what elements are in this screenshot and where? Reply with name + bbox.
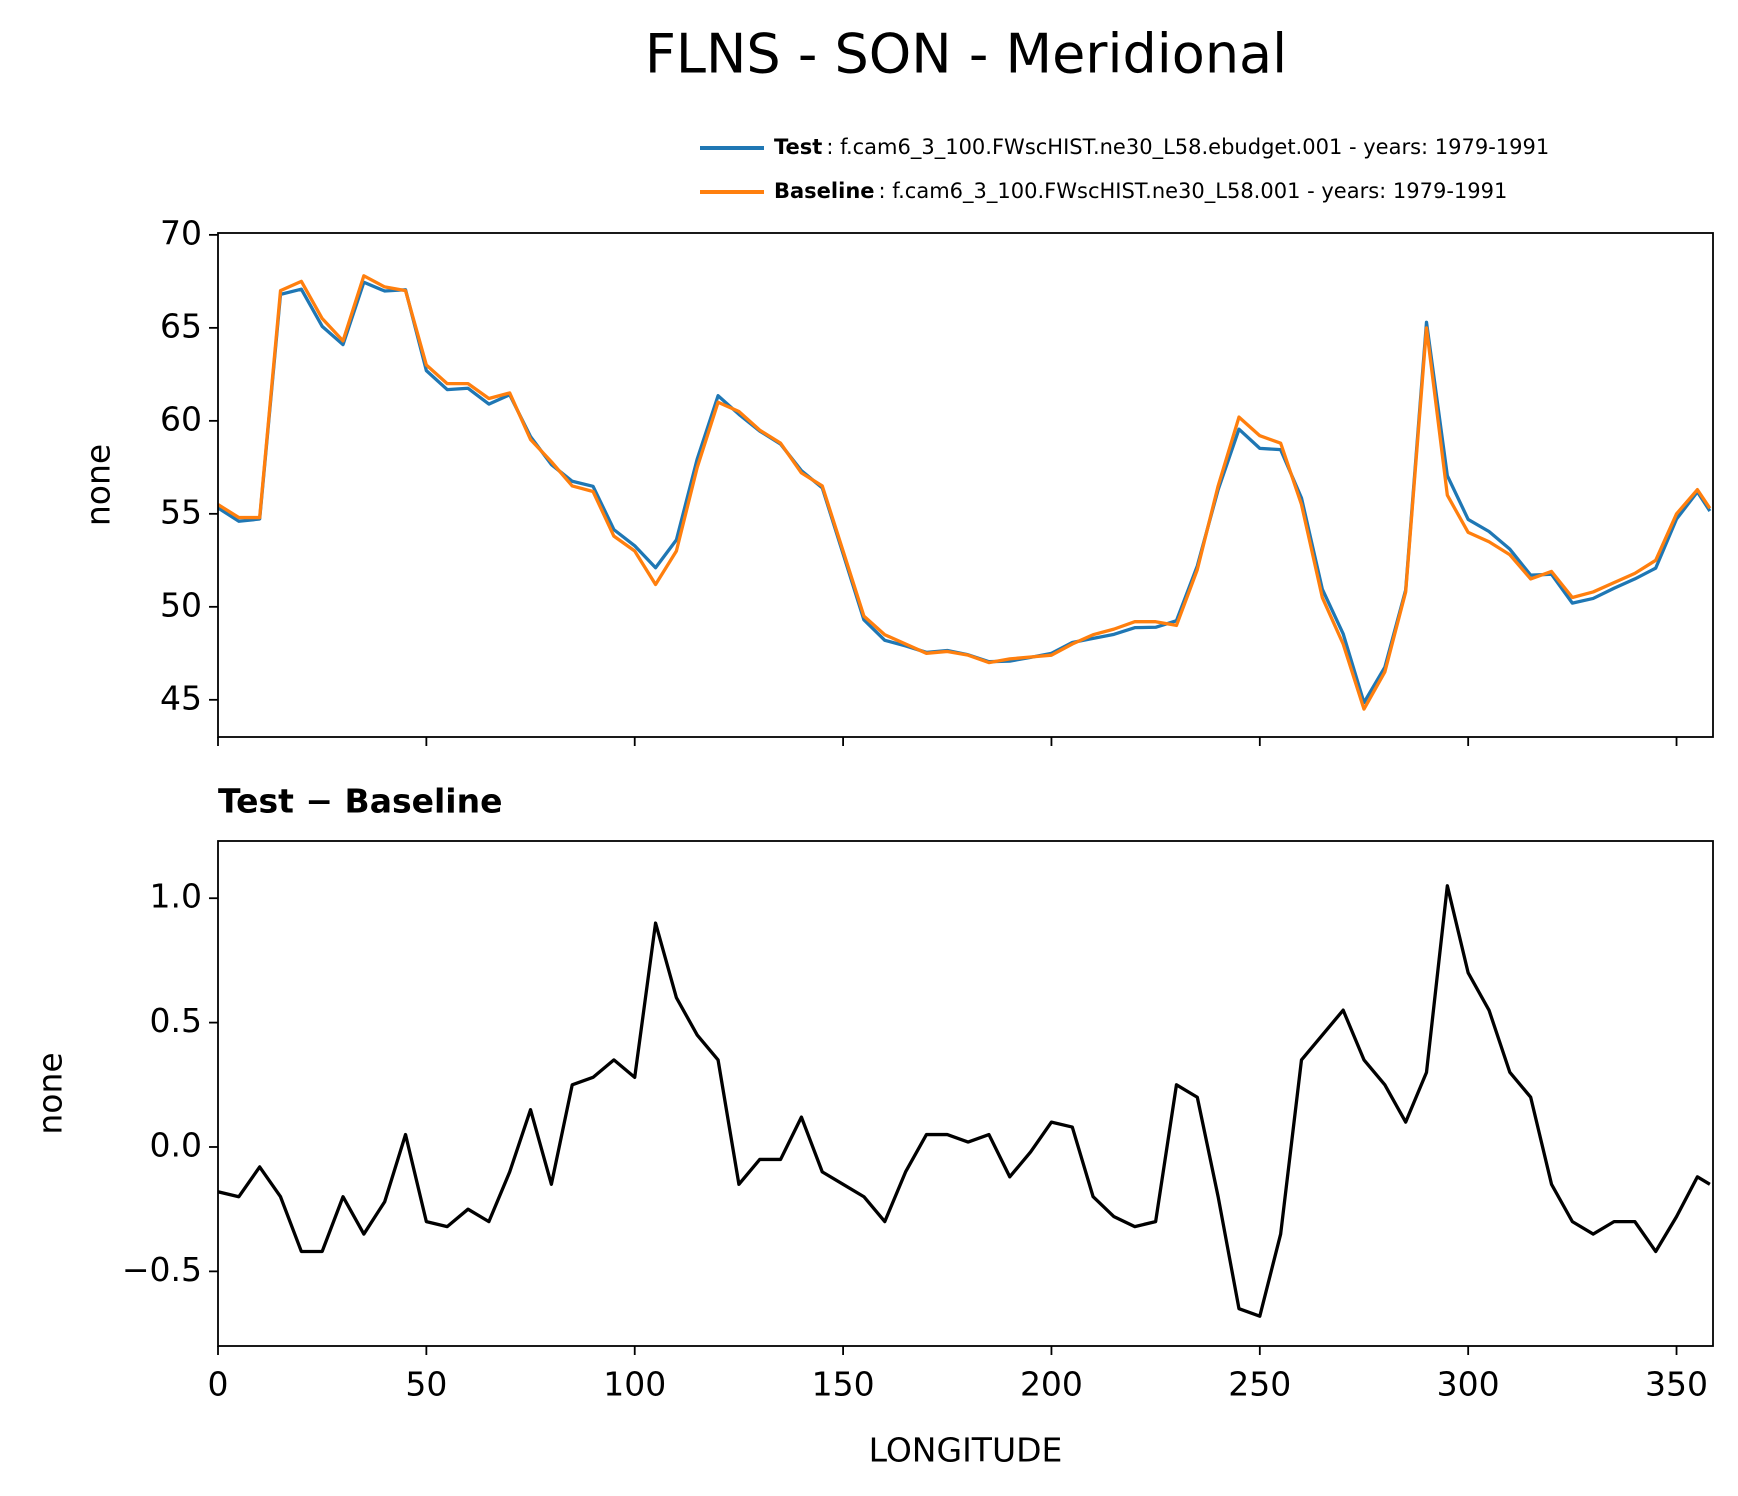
y-axis-label: none <box>31 1052 70 1134</box>
y-tick-label: 50 <box>160 585 202 624</box>
y-tick-label: −0.5 <box>122 1250 202 1289</box>
axes-frame <box>217 840 1714 1347</box>
legend-entry: Baseline: f.cam6_3_100.FWscHIST.ne30_L58… <box>774 179 1507 204</box>
data-line <box>218 274 1712 711</box>
y-axis-label: none <box>79 444 118 526</box>
legend-name: Baseline <box>774 179 875 203</box>
x-tick-label: 50 <box>405 1365 447 1404</box>
y-tick-label: 60 <box>160 399 202 438</box>
x-tick-label: 100 <box>603 1365 666 1404</box>
y-tick-label: 0.5 <box>150 1001 202 1040</box>
figure-title: FLNS - SON - Meridional <box>645 23 1287 86</box>
legend-entry: Test: f.cam6_3_100.FWscHIST.ne30_L58.ebu… <box>774 135 1549 160</box>
plot-area <box>218 884 1711 1318</box>
x-tick-label: 250 <box>1228 1365 1291 1404</box>
y-tick-label: 65 <box>160 306 202 345</box>
data-line <box>218 884 1711 1318</box>
plot-area <box>218 274 1712 711</box>
x-tick-label: 150 <box>812 1365 875 1404</box>
x-tick-label: 200 <box>1020 1365 1083 1404</box>
legend-name: Test <box>774 135 822 159</box>
axes-frame <box>217 232 1714 738</box>
y-tick-label: 70 <box>160 213 202 252</box>
x-axis-label: LONGITUDE <box>869 1431 1063 1470</box>
data-line <box>218 280 1712 705</box>
axes-title: Test − Baseline <box>218 782 503 821</box>
x-tick-label: 350 <box>1645 1365 1708 1404</box>
x-tick-label: 300 <box>1437 1365 1500 1404</box>
y-tick-label: 0.0 <box>150 1125 202 1164</box>
y-tick-label: 1.0 <box>150 877 202 916</box>
y-tick-label: 55 <box>160 492 202 531</box>
y-tick-label: 45 <box>160 678 202 717</box>
legend-detail: : f.cam6_3_100.FWscHIST.ne30_L58.001 - y… <box>879 179 1508 204</box>
legend-detail: : f.cam6_3_100.FWscHIST.ne30_L58.ebudget… <box>826 135 1549 160</box>
x-tick-label: 0 <box>208 1365 229 1404</box>
